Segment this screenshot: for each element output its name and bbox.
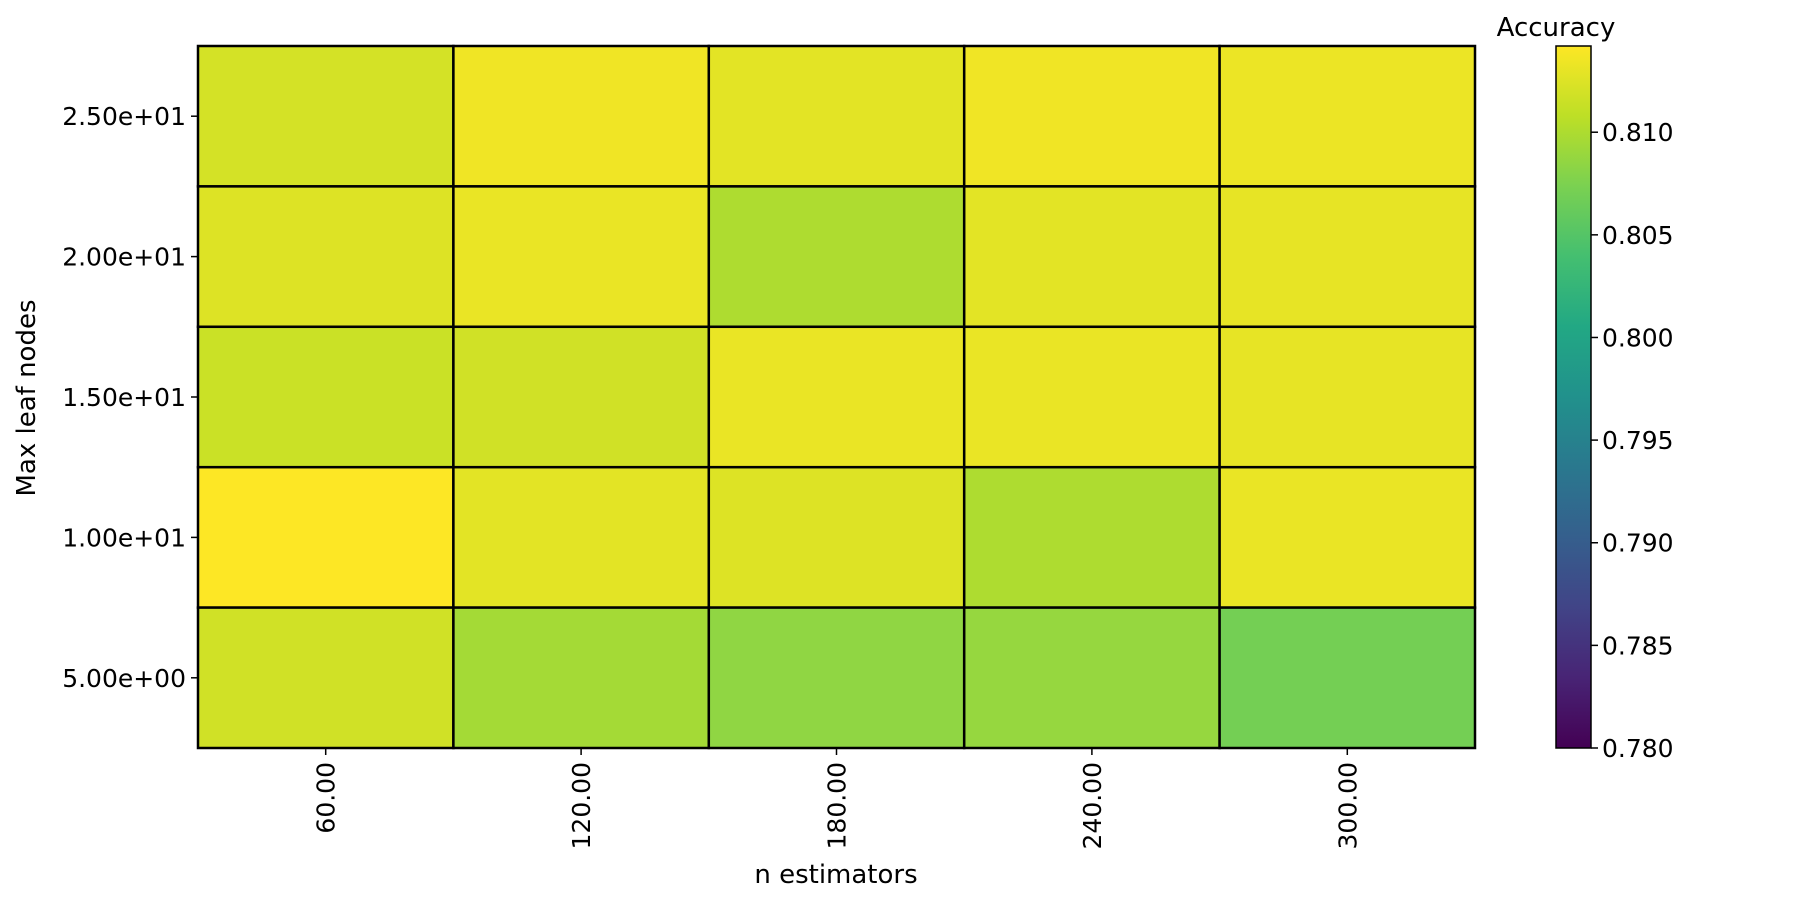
heatmap-cell xyxy=(1218,44,1477,188)
heatmap-cell xyxy=(962,185,1221,329)
colorbar: 0.780 0.785 0.790 0.795 0.800 0.805 0.810 xyxy=(1555,45,1674,763)
x-tick-label: 60.00 xyxy=(312,762,341,834)
x-tick-label: 120.00 xyxy=(567,762,596,849)
y-tick-label: 1.50e+01 xyxy=(62,383,186,412)
heatmap-cell xyxy=(452,325,711,469)
heatmap-cell xyxy=(452,606,711,750)
heatmap-cell xyxy=(707,325,966,469)
x-tick-label: 300.00 xyxy=(1333,762,1362,849)
heatmap-cell xyxy=(707,606,966,750)
colorbar-tick-label: 0.810 xyxy=(1602,118,1674,147)
y-tick-label: 5.00e+00 xyxy=(62,664,186,693)
heatmap-cells xyxy=(196,44,1477,750)
heatmap-cell xyxy=(452,44,711,188)
heatmap-cell xyxy=(1218,465,1477,609)
y-tick-label: 2.50e+01 xyxy=(62,102,186,131)
heatmap-cell xyxy=(452,465,711,609)
x-axis-ticks: 60.00 120.00 180.00 240.00 300.00 xyxy=(312,748,1362,849)
colorbar-tick-label: 0.800 xyxy=(1602,323,1674,352)
heatmap-cell xyxy=(196,185,455,329)
heatmap-cell xyxy=(1218,185,1477,329)
heatmap-cell xyxy=(1218,606,1477,750)
heatmap-cell xyxy=(452,185,711,329)
x-axis-label: n estimators xyxy=(754,860,917,890)
heatmap-cell xyxy=(962,44,1221,188)
y-tick-label: 1.00e+01 xyxy=(62,523,186,552)
heatmap-cell xyxy=(196,325,455,469)
colorbar-tick-label: 0.780 xyxy=(1602,734,1674,763)
heatmap-cell xyxy=(196,465,455,609)
colorbar-gradient xyxy=(1555,45,1592,749)
heatmap-cell xyxy=(962,325,1221,469)
colorbar-tick-label: 0.795 xyxy=(1602,426,1674,455)
heatmap-cell xyxy=(1218,325,1477,469)
heatmap-cell xyxy=(707,465,966,609)
heatmap-cell xyxy=(962,465,1221,609)
x-tick-label: 240.00 xyxy=(1078,762,1107,849)
x-tick-label: 180.00 xyxy=(823,762,852,849)
heatmap-cell xyxy=(196,44,455,188)
colorbar-tick-label: 0.785 xyxy=(1602,631,1674,660)
colorbar-tick-label: 0.805 xyxy=(1602,221,1674,250)
colorbar-title: Accuracy xyxy=(1497,13,1616,43)
heatmap-cell xyxy=(962,606,1221,750)
y-axis-ticks: 2.50e+01 2.00e+01 1.50e+01 1.00e+01 5.00e+00 xyxy=(62,102,198,693)
y-axis-label: Max leaf nodes xyxy=(12,299,42,496)
heatmap-cell xyxy=(196,606,455,750)
heatmap-cell xyxy=(707,185,966,329)
heatmap-cell xyxy=(707,44,966,188)
colorbar-tick-label: 0.790 xyxy=(1602,529,1674,558)
y-tick-label: 2.00e+01 xyxy=(62,243,186,272)
